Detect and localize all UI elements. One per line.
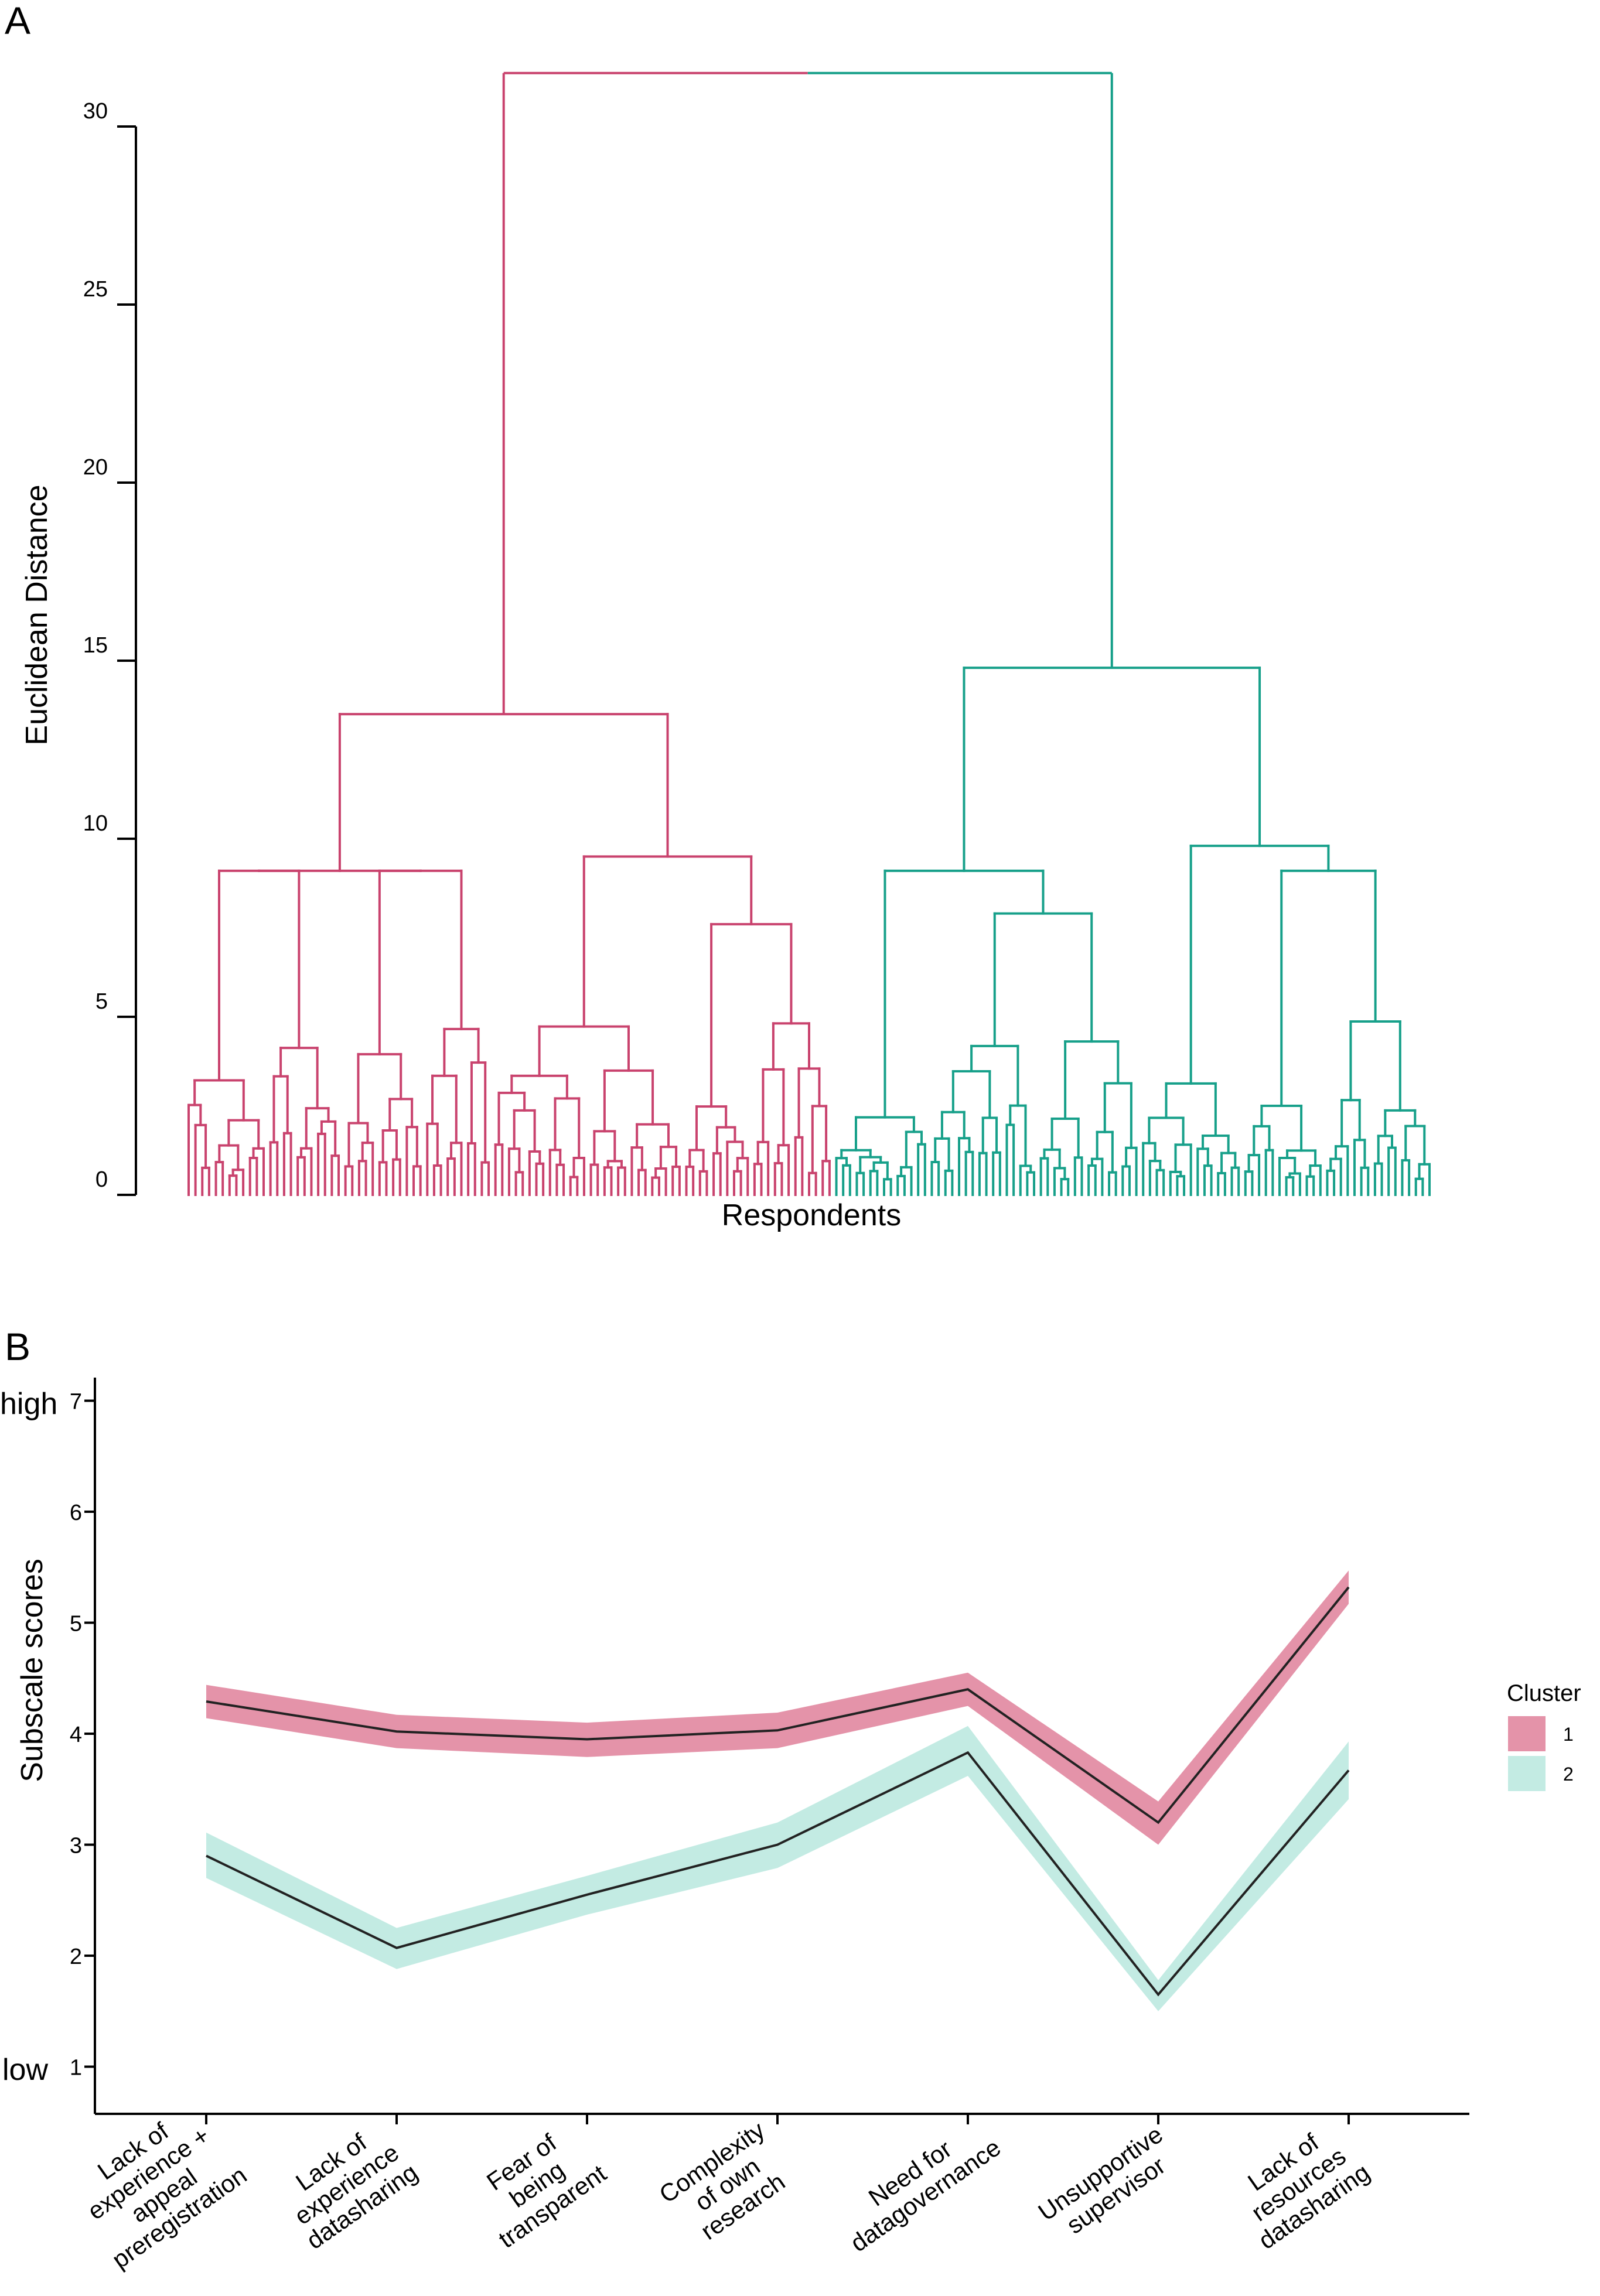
- dendrogram-x-axis-title: Respondents: [722, 1198, 901, 1232]
- profile-axes: 1 2 3 4 5 6 7: [70, 1378, 1469, 2124]
- profile-y-axis-title: Subscale scores: [15, 1559, 49, 1782]
- legend-label-cluster-1: 1: [1563, 1724, 1574, 1745]
- dendrogram-tick-label: 15: [83, 633, 108, 658]
- legend-title: Cluster: [1507, 1680, 1581, 1706]
- legend-label-cluster-2: 2: [1563, 1764, 1574, 1785]
- panel-a: A 0 5 10 15 20 25 30 Respondents Euclidean Dis…: [5, 0, 1431, 1232]
- category-label-text: Complexityof ownresearch: [654, 2116, 801, 2253]
- profile-y-tick-label: 2: [70, 1945, 82, 1969]
- dendrogram-tick-label: 25: [83, 277, 108, 302]
- profile-lines: [206, 1586, 1350, 1997]
- profile-y-tick-label: 1: [70, 2056, 82, 2080]
- mean-line-cluster-2: [206, 1751, 1350, 1997]
- category-label-text: Unsupportivesupervisor: [1033, 2120, 1183, 2248]
- y-label-low: low: [2, 2053, 48, 2087]
- panel-label-a: A: [5, 0, 30, 42]
- dendrogram-tick-label: 20: [83, 455, 108, 480]
- category-label: Need fordatagovernance: [830, 2112, 1006, 2257]
- dendrogram-tick-label: 10: [83, 811, 108, 836]
- panel-label-b: B: [5, 1325, 30, 1368]
- profile-y-tick-label: 4: [70, 1723, 82, 1747]
- profile-y-tick-label: 7: [70, 1390, 82, 1414]
- category-labels: Lack ofexperience +appealpreregistration…: [60, 2095, 1375, 2274]
- legend-swatch-cluster-2: [1508, 1756, 1546, 1791]
- dendrogram-tick-label: 5: [95, 989, 108, 1014]
- category-label: Fear ofbeingtransparent: [463, 2115, 612, 2253]
- category-label-text: Need fordatagovernance: [830, 2112, 1005, 2257]
- profile-y-tick-label: 5: [70, 1612, 82, 1636]
- category-label-text: Lack ofexperience +appealpreregistration: [60, 2095, 251, 2274]
- category-label-text: Fear ofbeingtransparent: [463, 2115, 612, 2253]
- category-label: Lack ofexperience +appealpreregistration: [60, 2095, 252, 2274]
- y-label-high: high: [0, 1387, 57, 1421]
- confidence-band-cluster-1: [206, 1570, 1349, 1845]
- profile-bands: [206, 1570, 1349, 2011]
- dendrogram-tree: [187, 71, 1431, 1196]
- dendrogram-y-axis-title: Euclidean Distance: [20, 484, 54, 745]
- confidence-band-cluster-2: [206, 1726, 1349, 2011]
- dendrogram-tick-label: 30: [83, 99, 108, 124]
- profile-y-tick-label: 6: [70, 1501, 82, 1525]
- legend: Cluster 1 2: [1507, 1680, 1581, 1791]
- mean-line-cluster-1: [206, 1586, 1350, 1824]
- panel-b: B 1 2 3 4 5 6 7 Subscale scores high low Lack …: [0, 1325, 1581, 2274]
- category-label-text: Lack ofexperiencedatasharing: [271, 2114, 423, 2254]
- dendrogram-tick-label: 0: [95, 1167, 108, 1192]
- category-label: Complexityof ownresearch: [654, 2116, 801, 2253]
- dendrogram-y-axis: 0 5 10 15 20 25 30: [83, 99, 137, 1196]
- category-label: Lack ofexperiencedatasharing: [271, 2114, 423, 2254]
- profile-y-tick-label: 3: [70, 1834, 82, 1858]
- category-label: Lack ofresourcesdatasharing: [1223, 2114, 1375, 2254]
- category-label: Unsupportivesupervisor: [1033, 2120, 1183, 2248]
- legend-swatch-cluster-1: [1508, 1716, 1546, 1751]
- category-label-text: Lack ofresourcesdatasharing: [1223, 2114, 1375, 2254]
